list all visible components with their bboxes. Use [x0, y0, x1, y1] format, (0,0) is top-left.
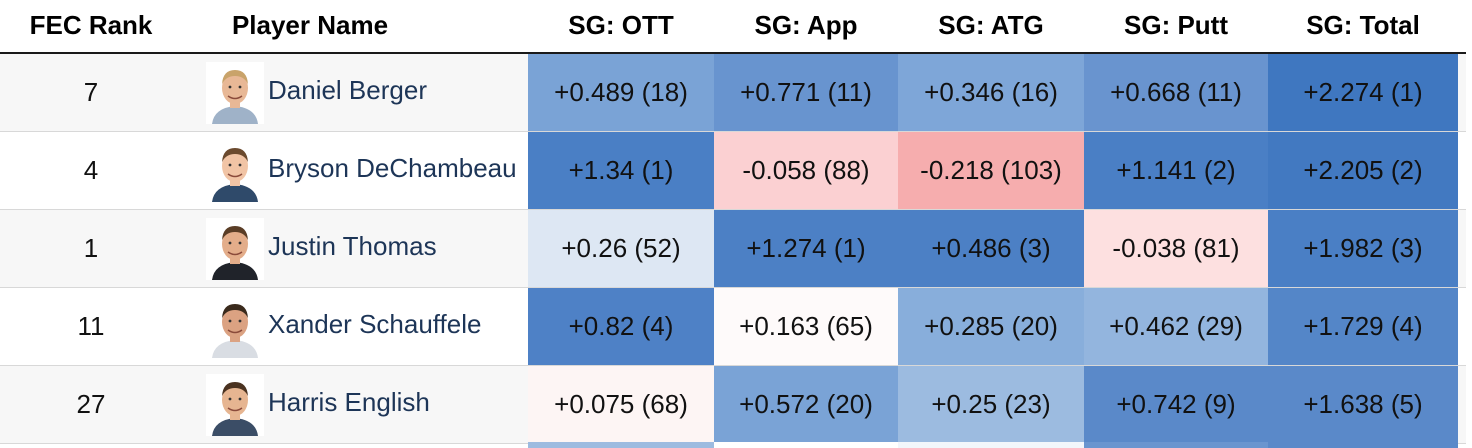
sg-total-cell: +2.205 (2): [1268, 132, 1458, 209]
sg-app-cell: +0.163 (65): [714, 288, 898, 365]
player-headshot-icon: [206, 296, 264, 358]
sg-putt-cell: +0.742 (9): [1084, 366, 1268, 443]
header-sg-putt[interactable]: SG: Putt: [1124, 10, 1228, 40]
sg-atg-cell: +0.25 (23): [898, 366, 1084, 443]
header-player-name[interactable]: Player Name: [231, 10, 389, 40]
player-name-link[interactable]: Bryson DeChambeau: [268, 153, 517, 183]
player-name-link[interactable]: Harris English: [268, 387, 430, 417]
player-cell[interactable]: Justin Thomas: [200, 210, 530, 287]
sg-atg-cell: -0.218 (103): [898, 132, 1084, 209]
sg-app-cell: +1.274 (1): [714, 210, 898, 287]
header-sg-atg[interactable]: SG: ATG: [938, 10, 1044, 40]
header-sg-ott[interactable]: SG: OTT: [568, 10, 674, 40]
player-name-link[interactable]: Justin Thomas: [268, 231, 437, 261]
table-row[interactable]: 7 Daniel Berger +0.489 (18) +0.771 (11) +0…: [0, 54, 1466, 132]
sg-total-cell: +1.638 (5): [1268, 366, 1458, 443]
sg-total-cell: +2.274 (1): [1268, 54, 1458, 131]
rank-cell: 7: [83, 77, 99, 107]
sg-putt-cell: +0.668 (11): [1084, 54, 1268, 131]
player-headshot-icon: [206, 140, 264, 202]
player-name-link[interactable]: Xander Schauffele: [268, 309, 482, 339]
table-row[interactable]: 1 Justin Thomas +0.26 (52) +1.274 (1) +0.4…: [0, 210, 1466, 288]
sg-putt-cell: -0.038 (81): [1084, 210, 1268, 287]
header-fec-rank[interactable]: FEC Rank: [29, 10, 153, 40]
table-header: FEC Rank Player Name SG: OTT SG: App SG:…: [0, 0, 1466, 54]
rank-cell: 11: [77, 311, 105, 341]
player-headshot-icon: [206, 218, 264, 280]
sg-putt-cell: +1.141 (2): [1084, 132, 1268, 209]
sg-app-cell: +0.572 (20): [714, 366, 898, 443]
sg-ott-cell: +1.34 (1): [528, 132, 714, 209]
sg-putt-cell: +0.462 (29): [1084, 288, 1268, 365]
table-row[interactable]: 11 Xander Schauffele +0.82 (4) +0.163 (65…: [0, 288, 1466, 366]
sg-app-cell: +0.771 (11): [714, 54, 898, 131]
player-cell[interactable]: Daniel Berger: [200, 54, 530, 131]
player-name-link[interactable]: Daniel Berger: [268, 75, 427, 105]
sg-atg-cell: +0.285 (20): [898, 288, 1084, 365]
header-sg-app[interactable]: SG: App: [754, 10, 858, 40]
partial-row-ott: [528, 442, 714, 448]
sg-atg-cell: +0.486 (3): [898, 210, 1084, 287]
sg-ott-cell: +0.82 (4): [528, 288, 714, 365]
sg-atg-cell: +0.346 (16): [898, 54, 1084, 131]
rank-cell: 27: [76, 389, 106, 419]
sg-total-cell: +1.982 (3): [1268, 210, 1458, 287]
sg-ott-cell: +0.489 (18): [528, 54, 714, 131]
player-cell[interactable]: Harris English: [200, 366, 530, 443]
player-headshot-icon: [206, 62, 264, 124]
sg-total-cell: +1.729 (4): [1268, 288, 1458, 365]
header-sg-total[interactable]: SG: Total: [1306, 10, 1420, 40]
partial-row-atg: [898, 442, 1084, 448]
rank-cell: 1: [83, 233, 99, 263]
sg-ott-cell: +0.26 (52): [528, 210, 714, 287]
table-row[interactable]: 4 Bryson DeChambeau +1.34 (1) -0.058 (88)…: [0, 132, 1466, 210]
partial-row-putt: [1084, 442, 1268, 448]
sg-app-cell: -0.058 (88): [714, 132, 898, 209]
table-row[interactable]: 27 Harris English +0.075 (68) +0.572 (20)…: [0, 366, 1466, 444]
sg-ott-cell: +0.075 (68): [528, 366, 714, 443]
partial-row-total: [1268, 442, 1458, 448]
player-cell[interactable]: Xander Schauffele: [200, 288, 530, 365]
rank-cell: 4: [83, 155, 99, 185]
player-headshot-icon: [206, 374, 264, 436]
partial-row-app: [714, 442, 898, 448]
player-cell[interactable]: Bryson DeChambeau: [200, 132, 530, 209]
